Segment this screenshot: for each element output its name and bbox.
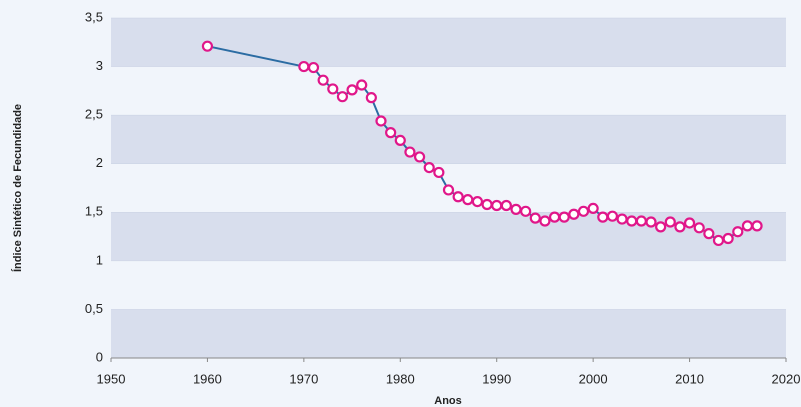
band bbox=[111, 18, 786, 67]
x-tick-label: 1970 bbox=[289, 371, 318, 386]
marker bbox=[423, 162, 435, 174]
marker bbox=[298, 60, 310, 73]
marker bbox=[491, 199, 503, 212]
marker bbox=[462, 194, 474, 206]
marker bbox=[616, 213, 628, 225]
marker bbox=[722, 232, 734, 245]
marker bbox=[481, 198, 493, 211]
y-tick-label: 0 bbox=[96, 349, 103, 364]
x-tick-label: 1980 bbox=[386, 371, 415, 386]
marker bbox=[606, 210, 619, 222]
marker bbox=[558, 211, 570, 223]
y-tick-label: 2,5 bbox=[85, 107, 103, 122]
band bbox=[111, 115, 786, 164]
marker bbox=[404, 146, 416, 158]
marker bbox=[336, 91, 349, 103]
marker bbox=[520, 205, 532, 217]
marker bbox=[500, 199, 512, 212]
marker bbox=[703, 228, 715, 240]
marker bbox=[201, 40, 214, 52]
x-tick-label: 1960 bbox=[193, 371, 222, 386]
marker bbox=[635, 215, 647, 227]
marker bbox=[471, 196, 484, 208]
marker bbox=[712, 234, 725, 247]
marker bbox=[539, 215, 551, 227]
marker bbox=[751, 220, 763, 232]
band bbox=[111, 309, 786, 358]
marker bbox=[741, 220, 754, 232]
x-axis-title: Anos bbox=[434, 395, 462, 407]
marker bbox=[510, 203, 522, 215]
marker bbox=[693, 222, 705, 234]
marker bbox=[413, 151, 426, 163]
marker bbox=[645, 216, 657, 228]
marker bbox=[683, 217, 696, 229]
marker bbox=[568, 208, 580, 220]
marker bbox=[375, 115, 387, 127]
x-tick-label: 2000 bbox=[579, 371, 608, 386]
marker bbox=[597, 211, 609, 223]
marker bbox=[529, 212, 541, 224]
marker bbox=[674, 221, 686, 233]
band bbox=[111, 212, 786, 261]
marker bbox=[548, 211, 561, 223]
y-tick-label: 1 bbox=[96, 252, 103, 267]
marker bbox=[587, 202, 599, 214]
x-tick-label: 1950 bbox=[97, 371, 126, 386]
marker bbox=[433, 166, 445, 179]
marker bbox=[655, 221, 667, 233]
y-tick-label: 3 bbox=[96, 58, 103, 73]
marker bbox=[356, 79, 368, 91]
y-axis-title: Índice Sintético de Fecundidade bbox=[11, 104, 24, 272]
y-tick-label: 1,5 bbox=[85, 204, 103, 219]
marker bbox=[394, 134, 406, 146]
x-tick-label: 2020 bbox=[772, 371, 801, 386]
y-tick-label: 2 bbox=[96, 155, 103, 170]
marker bbox=[307, 61, 320, 74]
marker bbox=[452, 191, 464, 203]
marker bbox=[577, 205, 590, 217]
marker bbox=[664, 216, 676, 228]
marker bbox=[317, 74, 329, 86]
y-tick-label: 0,5 bbox=[85, 301, 103, 316]
x-tick-label: 2010 bbox=[675, 371, 704, 386]
marker bbox=[327, 83, 339, 95]
y-tick-label: 3,5 bbox=[85, 9, 103, 24]
x-tick-label: 1990 bbox=[482, 371, 511, 386]
marker bbox=[442, 184, 455, 196]
bands bbox=[111, 18, 786, 358]
marker bbox=[346, 84, 358, 96]
marker bbox=[385, 127, 397, 139]
marker bbox=[732, 226, 744, 238]
marker bbox=[365, 92, 377, 104]
marker bbox=[626, 215, 638, 227]
